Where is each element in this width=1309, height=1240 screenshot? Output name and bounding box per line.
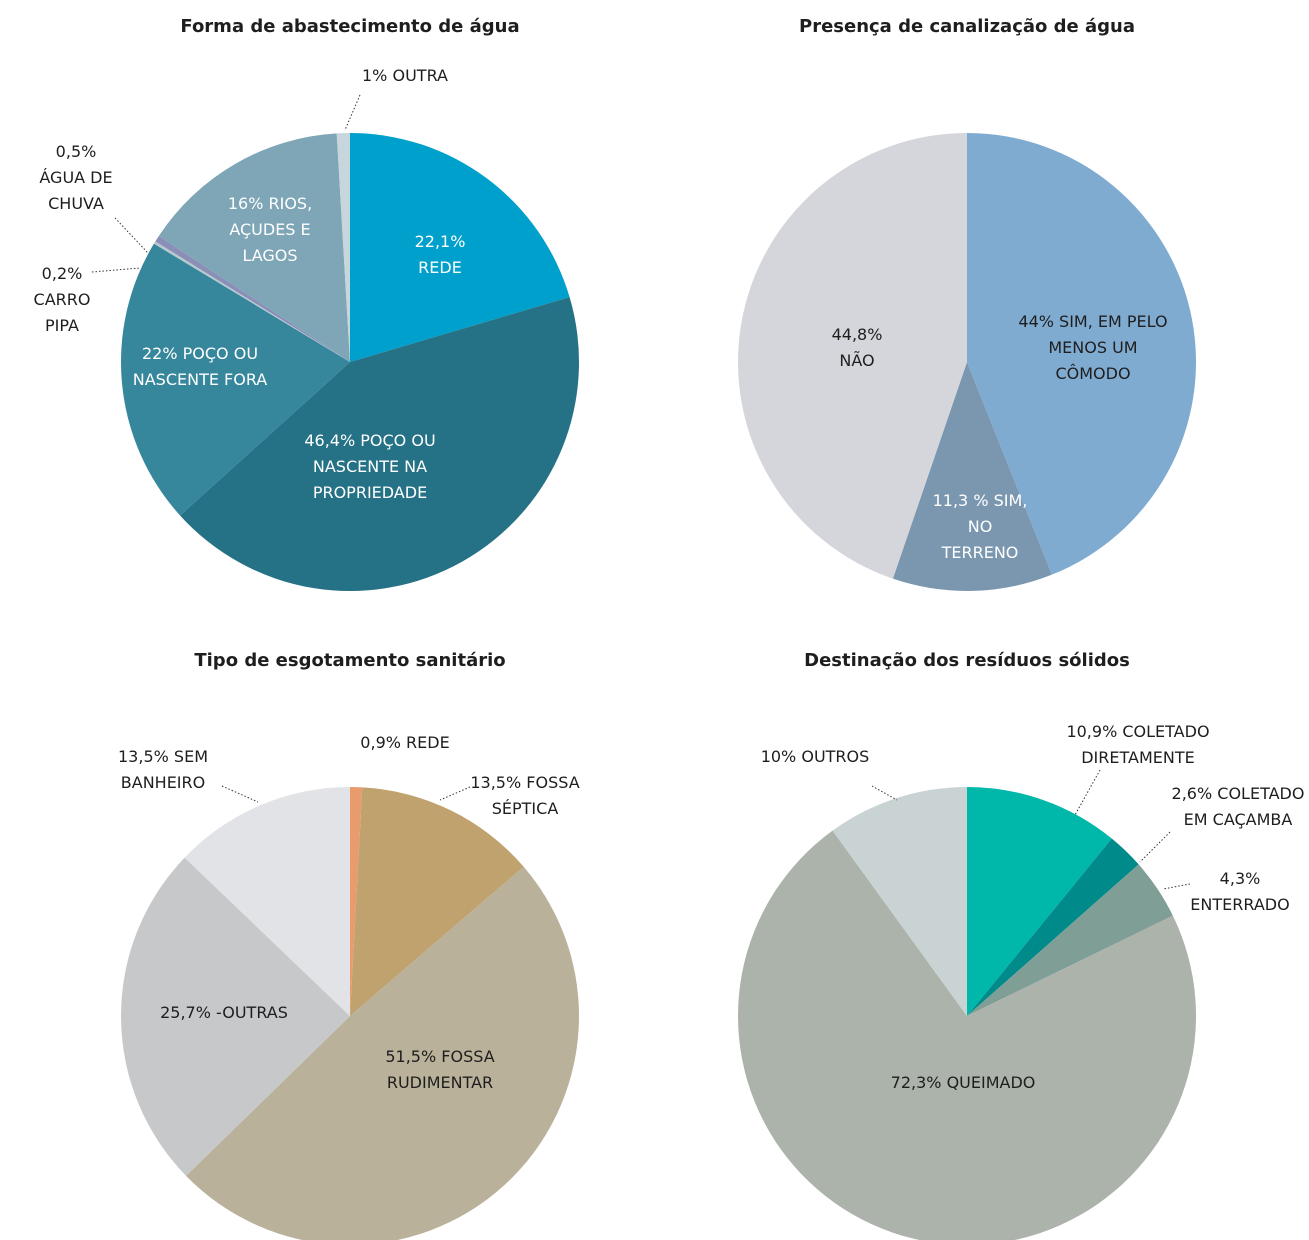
pie-slice	[158, 133, 350, 362]
pie-slice	[967, 838, 1139, 1016]
value-label: 46,4%	[304, 431, 356, 450]
pie-slice	[737, 133, 967, 579]
category-label: CARRO PIPA	[33, 290, 91, 335]
pie-slice	[967, 787, 1112, 1016]
category-label: REDE	[418, 258, 462, 277]
pie-slice	[186, 866, 580, 1240]
pie-slice	[180, 297, 580, 591]
category-label: OUTRA	[392, 66, 448, 85]
value-label: 10,9%	[1066, 722, 1118, 741]
value-label: 1%	[362, 66, 388, 85]
value-label: 0,9%	[360, 733, 401, 752]
slice-label: 13,5% SEM BANHEIRO	[103, 744, 223, 796]
leader-line	[1074, 769, 1101, 816]
value-label: 72,3%	[890, 1073, 942, 1092]
slice-label: 10% OUTROS	[735, 744, 895, 770]
slice-label: 25,7% -OUTRAS	[124, 1000, 324, 1026]
leader-line	[91, 267, 141, 273]
slice-label: 4,3% ENTERRADO	[1175, 866, 1305, 918]
pie-slice	[967, 133, 1196, 575]
category-label: SIM, EM PELO MENOS UM CÔMODO	[1048, 312, 1168, 383]
value-label: 2,6%	[1171, 784, 1213, 803]
leader-line	[871, 785, 898, 801]
pie-slice	[120, 857, 351, 1176]
category-label: NÃO	[839, 351, 875, 370]
category-label: COLETADO EM CAÇAMBA	[1183, 784, 1305, 829]
value-label: 11,3 %	[932, 491, 989, 510]
pie-slice	[892, 362, 1052, 591]
pie-slice	[155, 235, 350, 362]
leader-line	[1139, 831, 1171, 863]
value-label: 25,7%	[160, 1003, 211, 1022]
chart-title: Presença de canalização de água	[799, 16, 1135, 37]
value-label: 16%	[227, 194, 264, 213]
category-label: REDE	[406, 733, 450, 752]
slice-label: 72,3% QUEIMADO	[863, 1070, 1063, 1096]
slice-label: 13,5% FOSSA SÉPTICA	[455, 770, 595, 822]
value-label: 51,5%	[385, 1047, 437, 1066]
chart-title: Forma de abastecimento de água	[180, 16, 520, 37]
slice-label: 10,9% COLETADO DIRETAMENTE	[1038, 719, 1238, 771]
chart-title: Tipo de esgotamento sanitário	[194, 650, 506, 671]
value-label: 0,2%	[41, 264, 83, 283]
category-label: ENTERRADO	[1190, 895, 1290, 914]
value-label: 13,5%	[470, 773, 522, 792]
slice-label: 51,5% FOSSA RUDIMENTAR	[370, 1044, 510, 1096]
category-label: COLETADO DIRETAMENTE	[1081, 722, 1210, 767]
pie-slice	[967, 864, 1173, 1016]
pie-slice	[350, 133, 570, 362]
category-label: FOSSA RUDIMENTAR	[386, 1047, 495, 1092]
slice-label: 0,2% CARRO PIPA	[17, 261, 107, 339]
leader-line	[344, 94, 361, 131]
category-label: FOSSA SÉPTICA	[491, 773, 580, 818]
chart-title: Destinação dos resíduos sólidos	[804, 650, 1130, 671]
category-label: RIOS, AÇUDES E LAGOS	[229, 194, 313, 265]
slice-label: 1% OUTRA	[335, 63, 475, 89]
category-label: SEM BANHEIRO	[120, 747, 208, 792]
value-label: 44%	[1018, 312, 1054, 331]
category-label: ÁGUA DE CHUVA	[39, 168, 113, 213]
leader-line	[221, 785, 259, 803]
category-label: POÇO OU NASCENTE NA PROPRIEDADE	[312, 431, 436, 502]
category-label: SIM, NO TERRENO	[941, 491, 1028, 562]
pie-slice	[738, 830, 1196, 1240]
value-label: 22%	[141, 344, 178, 363]
value-label: 44,8%	[831, 325, 883, 344]
pie-slice	[184, 787, 350, 1016]
pie-slice	[832, 787, 967, 1016]
pie-slice	[350, 787, 524, 1016]
pie-slice	[350, 787, 363, 1016]
slice-label: 22% POÇO OU NASCENTE FORA	[125, 341, 275, 393]
leader-line	[1162, 883, 1191, 890]
slice-label: 16% RIOS, AÇUDES E LAGOS	[210, 191, 330, 269]
slice-label: 0,5% ÁGUA DE CHUVA	[31, 139, 121, 217]
pie-slice	[336, 133, 350, 362]
slice-label: 2,6% COLETADO EM CAÇAMBA	[1168, 781, 1308, 833]
value-label: 4,3%	[1219, 869, 1261, 888]
value-label: 0,5%	[55, 142, 97, 161]
slice-label: 0,9% REDE	[335, 730, 475, 756]
pie-slice	[120, 243, 350, 516]
slice-label: 46,4% POÇO OU NASCENTE NA PROPRIEDADE	[270, 428, 470, 506]
slice-label: 11,3 % SIM, NO TERRENO	[930, 488, 1030, 566]
slice-label: 22,1% REDE	[405, 229, 475, 281]
category-label: OUTROS	[801, 747, 870, 766]
pie-slice	[153, 241, 350, 362]
value-label: 13,5%	[118, 747, 169, 766]
slice-label: 44% SIM, EM PELO MENOS UM CÔMODO	[1018, 309, 1168, 387]
category-label: -OUTRAS	[216, 1003, 288, 1022]
value-label: 10%	[760, 747, 797, 766]
slice-label: 44,8% NÃO	[817, 322, 897, 374]
category-label: POÇO OU NASCENTE FORA	[132, 344, 268, 389]
value-label: 22,1%	[414, 232, 466, 251]
leader-line	[114, 217, 149, 254]
category-label: QUEIMADO	[946, 1073, 1036, 1092]
